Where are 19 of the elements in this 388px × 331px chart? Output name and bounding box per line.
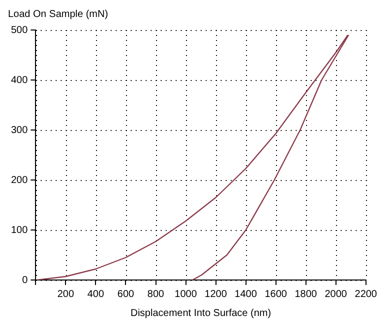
y-axis-title: Load On Sample (mN) bbox=[8, 8, 110, 21]
x-tick-label: 400 bbox=[87, 288, 104, 300]
x-tick-label: 1600 bbox=[264, 288, 288, 300]
x-tick-label: 200 bbox=[57, 288, 74, 300]
x-tick-label: 1200 bbox=[204, 288, 228, 300]
y-tick-label: 400 bbox=[10, 74, 28, 86]
x-tick-label: 800 bbox=[147, 288, 165, 300]
x-tick-label: 2200 bbox=[354, 288, 378, 300]
x-tick-label: 1000 bbox=[174, 288, 198, 300]
y-tick-label: 200 bbox=[10, 174, 28, 186]
x-tick-label: 1400 bbox=[234, 288, 258, 300]
y-tick-label: 100 bbox=[10, 224, 28, 236]
y-tick-label: 0 bbox=[22, 274, 28, 286]
x-axis-title: Displacement Into Surface (nm) bbox=[130, 308, 272, 319]
y-tick-label: 300 bbox=[10, 124, 28, 136]
x-tick-label: 600 bbox=[117, 288, 135, 300]
x-tick-label: 2000 bbox=[324, 288, 348, 300]
x-tick-label: 1800 bbox=[294, 288, 318, 300]
y-tick-label: 500 bbox=[10, 24, 28, 36]
